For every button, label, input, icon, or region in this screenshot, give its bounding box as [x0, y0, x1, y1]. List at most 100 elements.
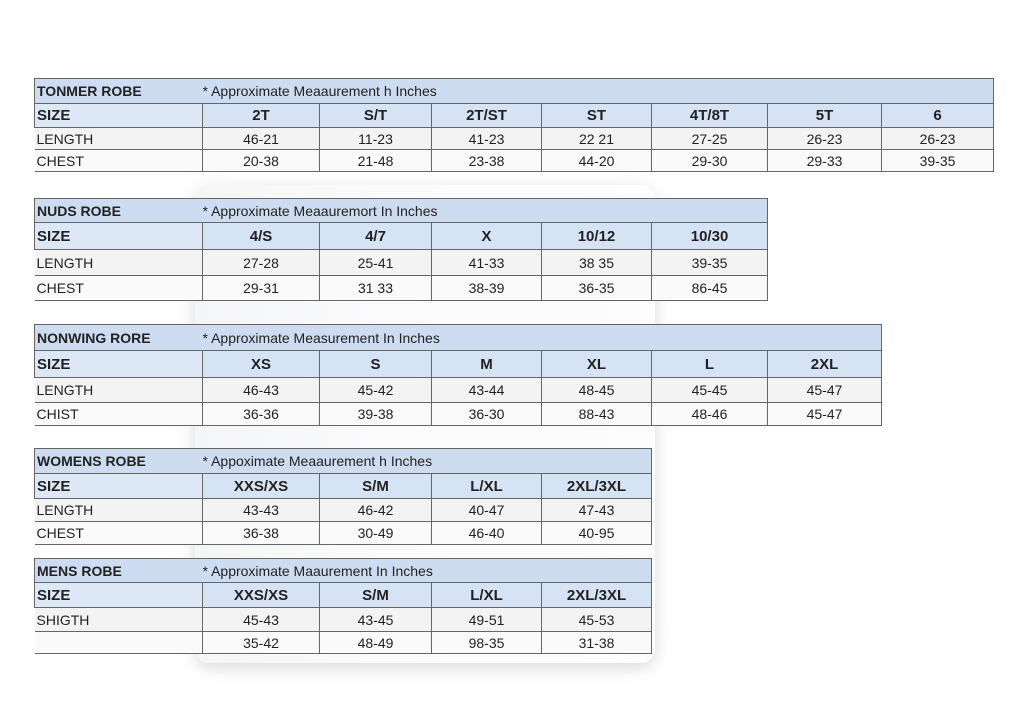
size-row: SIZE XS S M XL L 2XL [34, 350, 882, 378]
table-title: WOMENS ROBE [34, 448, 203, 474]
size-header: 4/7 [319, 222, 432, 250]
measurement-cell: 48-45 [541, 377, 652, 403]
size-row: SIZE 2T S/T 2T/ST ST 4T/8T 5T 6 [34, 103, 995, 128]
size-chart-tonmer-robe: TONMER ROBE * Approximate Meaaurement h I… [34, 78, 995, 172]
title-row: WOMENS ROBE * Appoximate Meaaurement h In… [34, 448, 653, 474]
size-header: S/M [319, 582, 432, 608]
measurement-cell: 21-48 [319, 149, 432, 172]
measurement-cell: 11-23 [319, 127, 432, 150]
measurement-cell: 38-39 [431, 275, 542, 301]
table-row: LENGTH 27-28 25-41 41-33 38 35 39-35 [34, 249, 769, 276]
measurement-cell: 45-47 [767, 402, 882, 426]
size-header: 5T [767, 103, 882, 128]
measurement-cell: 45-45 [651, 377, 768, 403]
title-row: TONMER ROBE * Approximate Meaaurement h I… [34, 78, 995, 104]
measurement-cell: 44-20 [541, 149, 652, 172]
measurement-cell: 26-23 [767, 127, 882, 150]
measurement-cell: 26-23 [880, 127, 995, 150]
measurement-cell: 36-35 [541, 275, 652, 301]
row-label: CHIST [34, 402, 203, 426]
measurement-cell: 49-51 [431, 607, 542, 632]
size-chart-nuds-robe: NUDS ROBE * Approximate Meaauremort In In… [34, 198, 769, 301]
size-chart-nonwing-rore: NONWING RORE * Approximate Measurement In… [34, 324, 882, 426]
row-label [34, 631, 203, 654]
measurement-cell: 45-43 [202, 607, 320, 632]
measurement-cell: 29-30 [651, 149, 768, 172]
measurement-cell: 41-33 [431, 249, 542, 276]
measurement-cell: 43-44 [431, 377, 542, 403]
measurement-cell: 47-43 [540, 498, 653, 522]
size-header: XXS/XS [202, 473, 320, 499]
row-label: CHEST [34, 149, 203, 172]
measurement-note: * Approximate Meaauremort In Inches [202, 198, 769, 223]
size-label: SIZE [34, 473, 203, 499]
size-header: 2XL [767, 350, 882, 378]
measurement-cell: 38 35 [541, 249, 652, 276]
measurement-cell: 45-42 [319, 377, 432, 403]
measurement-cell: 46-21 [202, 127, 320, 150]
table-row: LENGTH 43-43 46-42 40-47 47-43 [34, 498, 653, 522]
table-row: CHEST 20-38 21-48 23-38 44-20 29-30 29-33 39-35 [34, 149, 995, 172]
measurement-cell: 43-45 [319, 607, 432, 632]
measurement-cell: 31 33 [319, 275, 432, 301]
size-header: 2XL/3XL [540, 473, 653, 499]
row-label: LENGTH [34, 249, 203, 276]
measurement-cell: 27-28 [202, 249, 320, 276]
size-header: 10/30 [650, 222, 769, 250]
row-label: LENGTH [34, 498, 203, 522]
table-row: CHEST 36-38 30-49 46-40 40-95 [34, 521, 653, 545]
measurement-note: * Approximate Measurement In Inches [202, 324, 882, 351]
table-row: 35-42 48-49 98-35 31-38 [34, 631, 653, 654]
row-label: LENGTH [34, 127, 203, 150]
size-header: 4T/8T [651, 103, 768, 128]
measurement-cell: 31-38 [540, 631, 653, 654]
measurement-cell: 20-38 [202, 149, 320, 172]
table-title: MENS ROBE [34, 558, 203, 583]
measurement-cell: 39-38 [319, 402, 432, 426]
measurement-cell: 40-95 [540, 521, 653, 545]
title-row: NUDS ROBE * Approximate Meaauremort In In… [34, 198, 769, 223]
size-header: 4/S [202, 222, 320, 250]
size-header: 2T [202, 103, 320, 128]
title-row: NONWING RORE * Approximate Measurement In… [34, 324, 882, 351]
size-header: 10/12 [541, 222, 652, 250]
measurement-cell: 36-36 [202, 402, 320, 426]
measurement-cell: 27-25 [651, 127, 768, 150]
measurement-cell: 30-49 [319, 521, 432, 545]
size-label: SIZE [34, 222, 203, 250]
measurement-cell: 40-47 [431, 498, 542, 522]
size-header: XL [541, 350, 652, 378]
title-row: MENS ROBE * Approximate Maaurement In Inc… [34, 558, 653, 583]
table-title: NONWING RORE [34, 324, 203, 351]
size-row: SIZE XXS/XS S/M L/XL 2XL/3XL [34, 473, 653, 499]
size-chart-mens-robe: MENS ROBE * Approximate Maaurement In Inc… [34, 558, 653, 654]
size-row: SIZE 4/S 4/7 X 10/12 10/30 [34, 222, 769, 250]
measurement-cell: 48-46 [651, 402, 768, 426]
measurement-cell: 86-45 [650, 275, 769, 301]
measurement-cell: 22 21 [541, 127, 652, 150]
row-label: LENGTH [34, 377, 203, 403]
measurement-cell: 23-38 [431, 149, 542, 172]
measurement-cell: 35-42 [202, 631, 320, 654]
measurement-cell: 46-43 [202, 377, 320, 403]
row-label: CHEST [34, 275, 203, 301]
size-header: ST [541, 103, 652, 128]
measurement-cell: 48-49 [319, 631, 432, 654]
table-row: CHEST 29-31 31 33 38-39 36-35 86-45 [34, 275, 769, 301]
size-header: XS [202, 350, 320, 378]
size-header: L/XL [431, 582, 542, 608]
size-chart-womens-robe: WOMENS ROBE * Appoximate Meaaurement h In… [34, 448, 653, 545]
measurement-note: * Approximate Meaaurement h Inches [202, 78, 995, 104]
measurement-cell: 43-43 [202, 498, 320, 522]
measurement-cell: 25-41 [319, 249, 432, 276]
measurement-cell: 29-31 [202, 275, 320, 301]
measurement-cell: 39-35 [650, 249, 769, 276]
measurement-cell: 29-33 [767, 149, 882, 172]
table-title: NUDS ROBE [34, 198, 203, 223]
measurement-cell: 41-23 [431, 127, 542, 150]
measurement-cell: 45-47 [767, 377, 882, 403]
size-header: XXS/XS [202, 582, 320, 608]
size-header: S/T [319, 103, 432, 128]
size-label: SIZE [34, 582, 203, 608]
size-header: L [651, 350, 768, 378]
